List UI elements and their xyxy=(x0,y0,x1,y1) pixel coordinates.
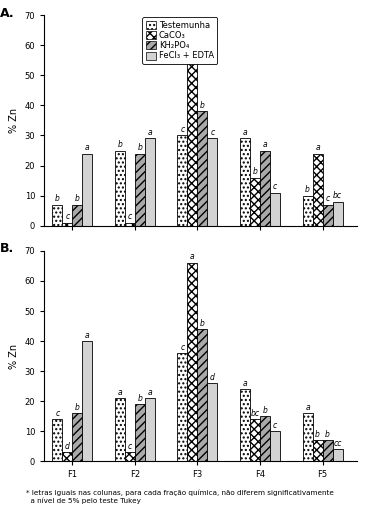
Text: a: a xyxy=(190,252,195,262)
Bar xyxy=(115,151,125,226)
Bar xyxy=(52,205,62,226)
Text: b: b xyxy=(75,194,80,203)
Text: a: a xyxy=(190,44,195,53)
Text: b: b xyxy=(75,403,80,412)
Legend: Testemunha, CaCO₃, KH₂PO₄, FeCl₃ + EDTA: Testemunha, CaCO₃, KH₂PO₄, FeCl₃ + EDTA xyxy=(142,17,217,64)
Bar xyxy=(62,452,72,461)
Bar xyxy=(72,413,82,461)
Text: b: b xyxy=(252,167,258,176)
Text: c: c xyxy=(65,212,70,221)
Bar xyxy=(52,419,62,461)
Text: c: c xyxy=(180,343,184,352)
Bar xyxy=(270,193,280,226)
Bar xyxy=(333,202,343,226)
Bar xyxy=(333,449,343,461)
Text: b: b xyxy=(200,318,205,328)
Bar xyxy=(260,151,270,226)
Text: b: b xyxy=(262,406,268,415)
Bar xyxy=(187,54,197,226)
Bar xyxy=(312,154,322,226)
Bar xyxy=(197,112,208,226)
Text: b: b xyxy=(325,430,330,439)
Text: a: a xyxy=(85,331,90,340)
Bar xyxy=(125,452,135,461)
Text: a: a xyxy=(315,143,320,152)
Bar xyxy=(145,138,155,226)
Text: c: c xyxy=(128,442,132,451)
Text: cc: cc xyxy=(333,439,342,448)
Text: c: c xyxy=(180,125,184,134)
Text: b: b xyxy=(137,143,142,152)
Bar xyxy=(322,205,333,226)
Bar xyxy=(135,154,145,226)
Text: c: c xyxy=(128,212,132,221)
Text: b: b xyxy=(55,194,60,203)
Bar xyxy=(197,329,208,461)
Text: b: b xyxy=(137,394,142,403)
Text: a: a xyxy=(305,403,310,412)
Text: c: c xyxy=(325,194,330,203)
Bar xyxy=(270,431,280,461)
Text: c: c xyxy=(273,182,277,191)
Text: b: b xyxy=(117,140,122,149)
Bar xyxy=(208,383,217,461)
Text: a: a xyxy=(148,388,152,397)
Text: d: d xyxy=(210,373,215,382)
Text: b: b xyxy=(305,185,310,194)
Text: d: d xyxy=(65,442,70,451)
Bar xyxy=(135,404,145,461)
Bar xyxy=(72,205,82,226)
Text: a: a xyxy=(85,143,90,152)
Text: a: a xyxy=(263,140,267,149)
Bar xyxy=(187,263,197,461)
Bar xyxy=(250,419,260,461)
Bar xyxy=(302,196,312,226)
Text: a: a xyxy=(117,388,122,397)
Text: c: c xyxy=(55,409,59,418)
Bar xyxy=(145,398,155,461)
Bar xyxy=(82,341,92,461)
Text: a: a xyxy=(148,128,152,137)
Y-axis label: % Zn: % Zn xyxy=(9,344,19,369)
Text: a: a xyxy=(243,128,247,137)
Text: b: b xyxy=(200,101,205,110)
Bar xyxy=(260,416,270,461)
Bar xyxy=(240,389,250,461)
Text: * letras iguais nas colunas, para cada fração química, não diferem significativa: * letras iguais nas colunas, para cada f… xyxy=(26,489,334,504)
Bar xyxy=(62,223,72,226)
Text: B.: B. xyxy=(0,242,15,256)
Bar xyxy=(177,353,187,461)
Y-axis label: % Zn: % Zn xyxy=(9,108,19,133)
Bar xyxy=(125,223,135,226)
Bar xyxy=(240,138,250,226)
Bar xyxy=(302,413,312,461)
Bar xyxy=(177,135,187,226)
Text: c: c xyxy=(273,421,277,430)
Text: A.: A. xyxy=(0,7,15,20)
Text: bc: bc xyxy=(333,191,342,200)
Bar xyxy=(312,440,322,461)
Bar xyxy=(115,398,125,461)
Bar xyxy=(322,440,333,461)
Text: a: a xyxy=(243,379,247,388)
Text: bc: bc xyxy=(251,409,259,418)
Text: c: c xyxy=(210,128,215,137)
Bar xyxy=(250,177,260,226)
Text: b: b xyxy=(315,430,320,439)
Bar xyxy=(82,154,92,226)
Bar xyxy=(208,138,217,226)
